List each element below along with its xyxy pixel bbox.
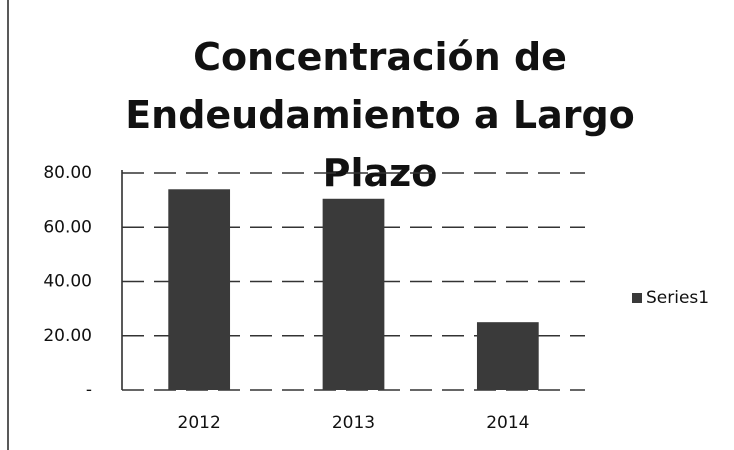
y-tick-label: 80.00 [43, 163, 92, 183]
bar [476, 322, 539, 390]
y-tick-label: - [86, 380, 92, 400]
x-tick-label: 2012 [178, 413, 221, 433]
y-tick-label: 20.00 [43, 326, 92, 346]
chart-title: Concentración de Endeudamiento a Largo P… [125, 35, 635, 195]
y-tick-label: 40.00 [43, 272, 92, 292]
legend-label: Series1 [646, 288, 709, 308]
x-tick-label: 2013 [332, 413, 375, 433]
bar [168, 189, 231, 390]
legend-swatch [632, 293, 642, 303]
bar [322, 198, 385, 390]
y-tick-label: 60.00 [43, 217, 92, 237]
x-tick-label: 2014 [486, 413, 529, 433]
